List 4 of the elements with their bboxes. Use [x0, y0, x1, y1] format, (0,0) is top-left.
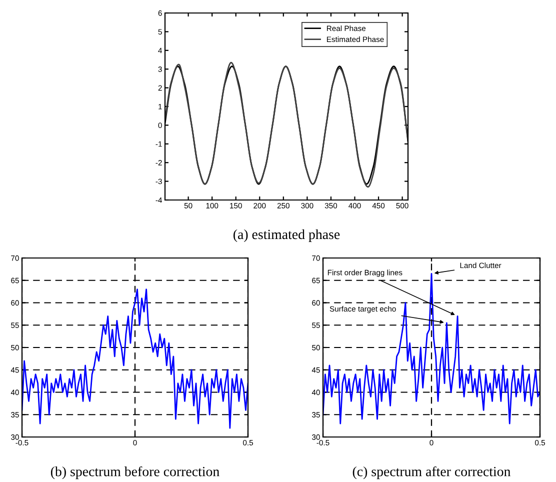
x-axis-title: (b) spectrum before correction — [50, 466, 220, 480]
line-series — [22, 288, 248, 429]
x-axis-title: (c) spectrum after correction — [352, 466, 511, 480]
x-axis-title: (a) estimated phase — [234, 229, 340, 242]
